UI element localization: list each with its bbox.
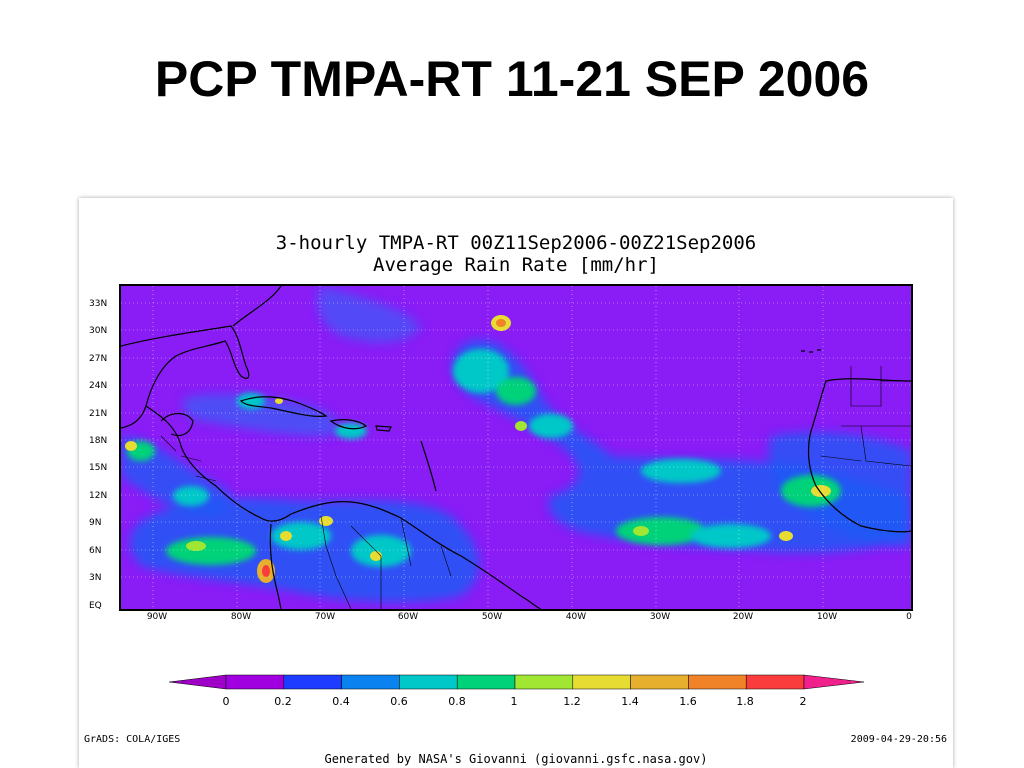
generation-timestamp: 2009-04-29-20:56 [850, 734, 947, 745]
colorbar-label: 2 [799, 695, 807, 708]
colorbar-segment [688, 674, 747, 690]
rain-cell [496, 377, 536, 405]
colorbar-segment [225, 674, 285, 690]
coastline-lesser-antilles [420, 440, 437, 492]
coastlines [121, 286, 911, 609]
coastline-central-america [145, 405, 292, 522]
rain-cell [811, 485, 831, 497]
rain-cell [335, 423, 367, 439]
coastline-south-america [290, 501, 542, 609]
colorbar-segment [630, 674, 689, 690]
colorbar-label: 0.6 [390, 695, 408, 708]
lat-label: 21N [89, 409, 108, 419]
coastline-yucatan [160, 412, 194, 437]
lon-label: 50W [481, 612, 503, 622]
coastline-africa [807, 378, 911, 533]
rain-rate-map [119, 284, 913, 611]
rain-cell [262, 565, 270, 577]
rain-cell [515, 421, 527, 431]
colorbar-over-arrow [803, 674, 865, 690]
lon-label: 30W [649, 612, 671, 622]
colorbar-label: 1.2 [563, 695, 581, 708]
rain-cell [633, 526, 649, 536]
country-borders [160, 366, 911, 609]
colorbar-label: 0.8 [448, 695, 466, 708]
colorbar-label: 1.4 [621, 695, 639, 708]
lat-label: 12N [89, 491, 108, 501]
lon-label: 40W [565, 612, 587, 622]
colorbar-label: 0.2 [274, 695, 292, 708]
giovanni-credit: Generated by NASA's Giovanni (giovanni.g… [324, 752, 708, 766]
lat-label: 27N [89, 354, 108, 364]
colorbar-segment [456, 674, 516, 690]
lat-label: EQ [89, 601, 102, 611]
rain-cell [351, 535, 411, 567]
map-figure: 3-hourly TMPA-RT 00Z11Sep2006-00Z21Sep20… [79, 198, 953, 768]
coastline-puerto-rico [375, 425, 392, 432]
lat-label: 3N [89, 573, 102, 583]
lat-label: 9N [89, 518, 102, 528]
rain-cell [125, 441, 137, 451]
grads-credit: GrADS: COLA/IGES [84, 734, 181, 745]
lat-label: 30N [89, 326, 108, 336]
rain-cell [641, 459, 721, 483]
rain-cell [496, 319, 506, 327]
coastline-canary [801, 349, 821, 353]
rain-cell [370, 551, 382, 561]
lon-label: 10W [816, 612, 838, 622]
coastline-colombia-west [269, 523, 282, 609]
coastline-hispaniola [329, 419, 368, 430]
colorbar-under-arrow [168, 674, 227, 690]
colorbar-label: 1.6 [679, 695, 697, 708]
slide-title: PCP TMPA-RT 11-21 SEP 2006 [154, 51, 870, 107]
colorbar-label: 1.8 [736, 695, 754, 708]
colorbar [168, 674, 865, 690]
rain-cell [616, 517, 706, 545]
colorbar-label: 0.4 [332, 695, 350, 708]
rain-cell [186, 541, 206, 551]
rain-band-caribbean [182, 394, 340, 436]
colorbar-segment [283, 674, 342, 690]
lon-label: 0 [906, 612, 912, 622]
lon-label: 90W [146, 612, 168, 622]
colorbar-segment [514, 674, 574, 690]
colorbar-label: 0 [222, 695, 230, 708]
rain-cell [691, 524, 771, 548]
heavy-rain-layer [125, 315, 831, 583]
colorbar-segment [399, 674, 458, 690]
map-subtitle: Average Rain Rate [mm/hr] [373, 254, 659, 276]
rain-cell [166, 537, 256, 565]
rain-cell [779, 531, 793, 541]
map-title: 3-hourly TMPA-RT 00Z11Sep2006-00Z21Sep20… [275, 232, 757, 254]
coastline-north-america [121, 325, 250, 429]
rain-band-south-america [129, 498, 480, 603]
rain-cell [271, 522, 331, 550]
rain-cell [280, 531, 292, 541]
lat-label: 18N [89, 436, 108, 446]
rain-cell [529, 414, 573, 438]
lat-label: 6N [89, 546, 102, 556]
colorbar-segment [572, 674, 631, 690]
lon-label: 60W [397, 612, 419, 622]
lat-label: 24N [89, 381, 108, 391]
rain-cell [275, 398, 283, 404]
rain-band-northwest [317, 286, 421, 343]
rain-cell [173, 486, 209, 506]
lon-label: 20W [732, 612, 754, 622]
coastline-east-coast [232, 286, 282, 327]
rain-cell [453, 349, 509, 393]
lat-label: 15N [89, 463, 108, 473]
colorbar-label: 1 [510, 695, 518, 708]
colorbar-segment [341, 674, 400, 690]
colorbar-segment [745, 674, 805, 690]
coastline-cuba [239, 396, 328, 417]
lat-label: 33N [89, 299, 108, 309]
lon-label: 70W [314, 612, 336, 622]
lon-label: 80W [230, 612, 252, 622]
